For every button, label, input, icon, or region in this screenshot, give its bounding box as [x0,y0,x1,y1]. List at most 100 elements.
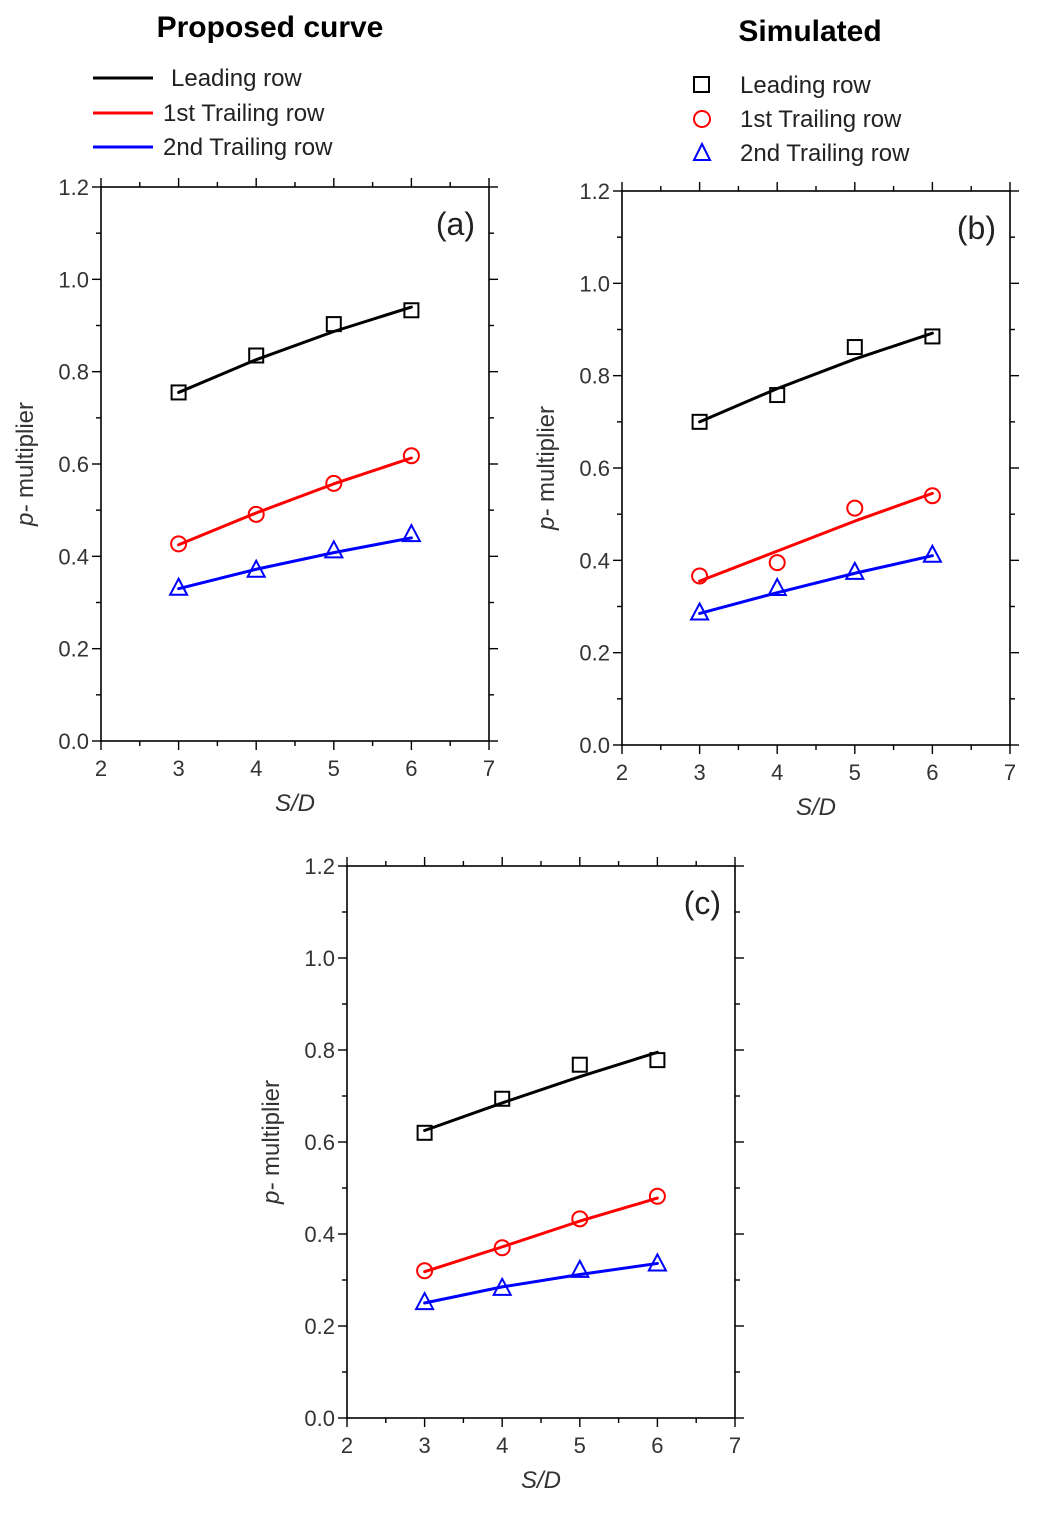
y-axis-label-rest-c: multiplier [258,1080,285,1183]
marker-second-trailing-a [401,523,422,543]
legend-simulated-label-second-trailing: 2nd Trailing row [740,140,910,167]
marker-first-trailing-c [648,1187,666,1205]
curve-second-trailing-b [698,554,934,615]
marker-second-trailing-b [844,560,865,580]
marker-leading-a [170,384,187,401]
y-tick-label-b: 0.6 [579,456,610,481]
curve-second-trailing-c [423,1261,659,1305]
y-axis-label-c: p- multiplier [258,1080,285,1205]
panel-label-b: (b) [957,210,996,246]
x-axis-label-c: S/D [521,1467,561,1494]
y-tick-label-c: 1.2 [304,854,335,879]
legend-proposed-label-second-trailing: 2nd Trailing row [163,134,333,161]
y-axis-label-a: p- multiplier [12,402,39,527]
x-tick-label-a: 3 [172,756,184,781]
marker-leading-a [325,316,342,333]
x-tick-label-a: 4 [250,756,262,781]
marker-first-trailing-b [846,499,864,517]
marker-second-trailing-c [414,1290,435,1311]
marker-second-trailing-c [569,1258,590,1278]
x-tick-label-c: 7 [729,1433,741,1458]
curve-second-trailing-a [177,536,413,591]
marker-leading-b [691,413,708,430]
legend-proposed-title: Proposed curve [157,11,384,44]
x-tick-label-c: 5 [574,1433,586,1458]
marker-second-trailing-a [168,576,189,596]
marker-leading-a [248,347,265,364]
legend-proposed-label-first-trailing: 1st Trailing row [163,100,325,127]
chart-panel-a: 2 3 4 5 6 7 0.0 0.2 0.4 0.6 0.8 1.0 1.2 S/D p- multipl… [12,175,498,817]
curve-leading-a [177,305,413,394]
legend-simulated-square-marker [693,76,710,93]
marker-leading-c [649,1052,666,1069]
chart-panel-c: 2 3 4 5 6 7 0.0 0.2 0.4 0.6 0.8 1.0 1.2 S/D p- multipl… [258,854,744,1494]
legend-simulated-triangle-marker [692,141,712,161]
marker-first-trailing-a [247,505,265,523]
marker-first-trailing-b [923,487,941,505]
y-tick-label-b: 1.0 [579,271,610,296]
marker-first-trailing-a [402,447,420,465]
y-tick-label-c: 1.0 [304,946,335,971]
marker-leading-c [494,1090,511,1107]
y-axis-label-rest-b: multiplier [533,406,560,509]
y-axis-label-b: p- multiplier [533,406,560,531]
y-tick-label-b: 0.0 [579,733,610,758]
y-tick-label-c: 0.8 [304,1038,335,1063]
x-tick-label-b: 7 [1004,760,1016,785]
x-axis-label-b: S/D [796,794,836,821]
plot-frame-b [621,190,1011,746]
y-tick-label-a: 1.0 [58,267,89,292]
y-tick-label-c: 0.2 [304,1314,335,1339]
curve-leading-b [698,331,934,424]
marker-second-trailing-c [647,1252,668,1272]
panel-label-a: (a) [436,206,475,242]
x-tick-label-b: 6 [926,760,938,785]
chart-panel-b: 2 3 4 5 6 7 0.0 0.2 0.4 0.6 0.8 1.0 1.2 S/D p- multipl… [533,179,1019,821]
legend-proposed: Proposed curve Leading row 1st Trailing … [93,11,383,161]
marker-first-trailing-c [571,1210,589,1228]
curve-first-trailing-b [698,491,934,583]
x-tick-label-c: 6 [651,1433,663,1458]
x-tick-label-b: 4 [771,760,783,785]
marker-leading-b [769,387,786,404]
y-tick-label-a: 0.6 [58,452,89,477]
x-tick-label-b: 5 [849,760,861,785]
x-tick-label-a: 6 [405,756,417,781]
x-tick-label-c: 3 [418,1433,430,1458]
legend-simulated-label-leading: Leading row [740,72,871,99]
y-tick-label-a: 0.4 [58,544,89,569]
y-axis-label-italic-a: p- [12,505,39,527]
marker-leading-c [416,1124,433,1141]
y-tick-label-a: 0.0 [58,729,89,754]
x-tick-label-b: 3 [693,760,705,785]
marker-first-trailing-c [493,1239,511,1257]
x-tick-label-a: 2 [95,756,107,781]
legend-proposed-label-leading: Leading row [171,65,302,92]
y-tick-label-a: 1.2 [58,175,89,200]
plot-frame-a [100,186,490,742]
y-axis-label-rest-a: multiplier [12,402,39,505]
curve-leading-c [423,1050,659,1132]
x-tick-label-a: 5 [328,756,340,781]
marker-second-trailing-a [246,558,267,578]
y-tick-label-b: 0.4 [579,548,610,573]
marker-second-trailing-b [689,601,710,621]
marker-first-trailing-c [416,1262,434,1280]
marker-leading-c [571,1056,588,1073]
curve-first-trailing-c [423,1196,659,1274]
marker-leading-b [846,339,863,356]
marker-first-trailing-b [691,567,709,585]
y-tick-label-b: 1.2 [579,179,610,204]
marker-first-trailing-a [325,474,343,492]
marker-leading-b [924,328,941,345]
x-tick-label-c: 4 [496,1433,508,1458]
y-tick-label-c: 0.4 [304,1222,335,1247]
y-tick-label-b: 0.2 [579,641,610,666]
x-tick-label-b: 2 [616,760,628,785]
plot-frame-c [346,865,736,1419]
y-tick-label-c: 0.0 [304,1406,335,1431]
marker-leading-a [403,302,420,319]
y-tick-label-b: 0.8 [579,364,610,389]
legend-simulated-circle-marker [693,110,711,128]
legend-simulated-label-first-trailing: 1st Trailing row [740,106,902,133]
